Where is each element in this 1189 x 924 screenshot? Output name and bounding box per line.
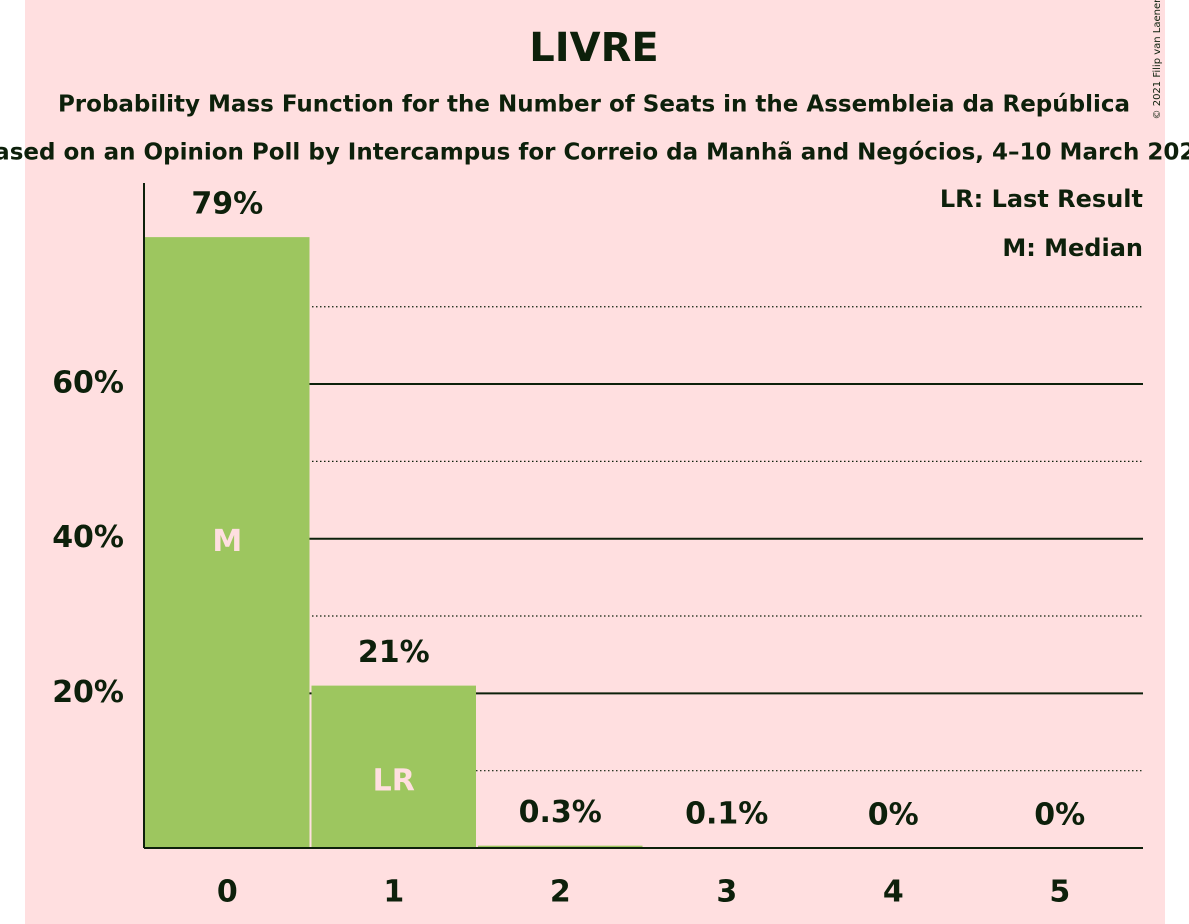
chart-title: LIVRE xyxy=(529,25,658,71)
chart-subtitle: Based on an Opinion Poll by Intercampus … xyxy=(0,140,1189,166)
y-tick-label: 20% xyxy=(52,675,124,710)
bar xyxy=(311,685,476,848)
value-label: 0.1% xyxy=(685,797,768,832)
x-tick-label: 5 xyxy=(1049,875,1070,910)
bar-annotation: LR xyxy=(373,763,415,798)
bar xyxy=(478,845,643,848)
bar xyxy=(145,237,310,848)
legend-entry: M: Median xyxy=(1002,234,1143,262)
value-label: 0% xyxy=(1034,798,1085,833)
chart-subtitle: Probability Mass Function for the Number… xyxy=(58,92,1130,118)
copyright: © 2021 Filip van Laenen xyxy=(1152,0,1163,119)
value-label: 21% xyxy=(358,635,430,670)
y-tick-label: 60% xyxy=(52,366,124,401)
value-label: 0% xyxy=(868,798,919,833)
x-tick-label: 4 xyxy=(883,875,904,910)
x-tick-label: 2 xyxy=(550,875,571,910)
x-tick-label: 1 xyxy=(383,875,404,910)
x-tick-label: 0 xyxy=(217,875,238,910)
value-label: 79% xyxy=(191,187,263,222)
legend-entry: LR: Last Result xyxy=(940,185,1143,213)
bar-annotation: M xyxy=(212,524,242,559)
y-tick-label: 40% xyxy=(52,520,124,555)
x-tick-label: 3 xyxy=(716,875,737,910)
value-label: 0.3% xyxy=(519,795,602,830)
